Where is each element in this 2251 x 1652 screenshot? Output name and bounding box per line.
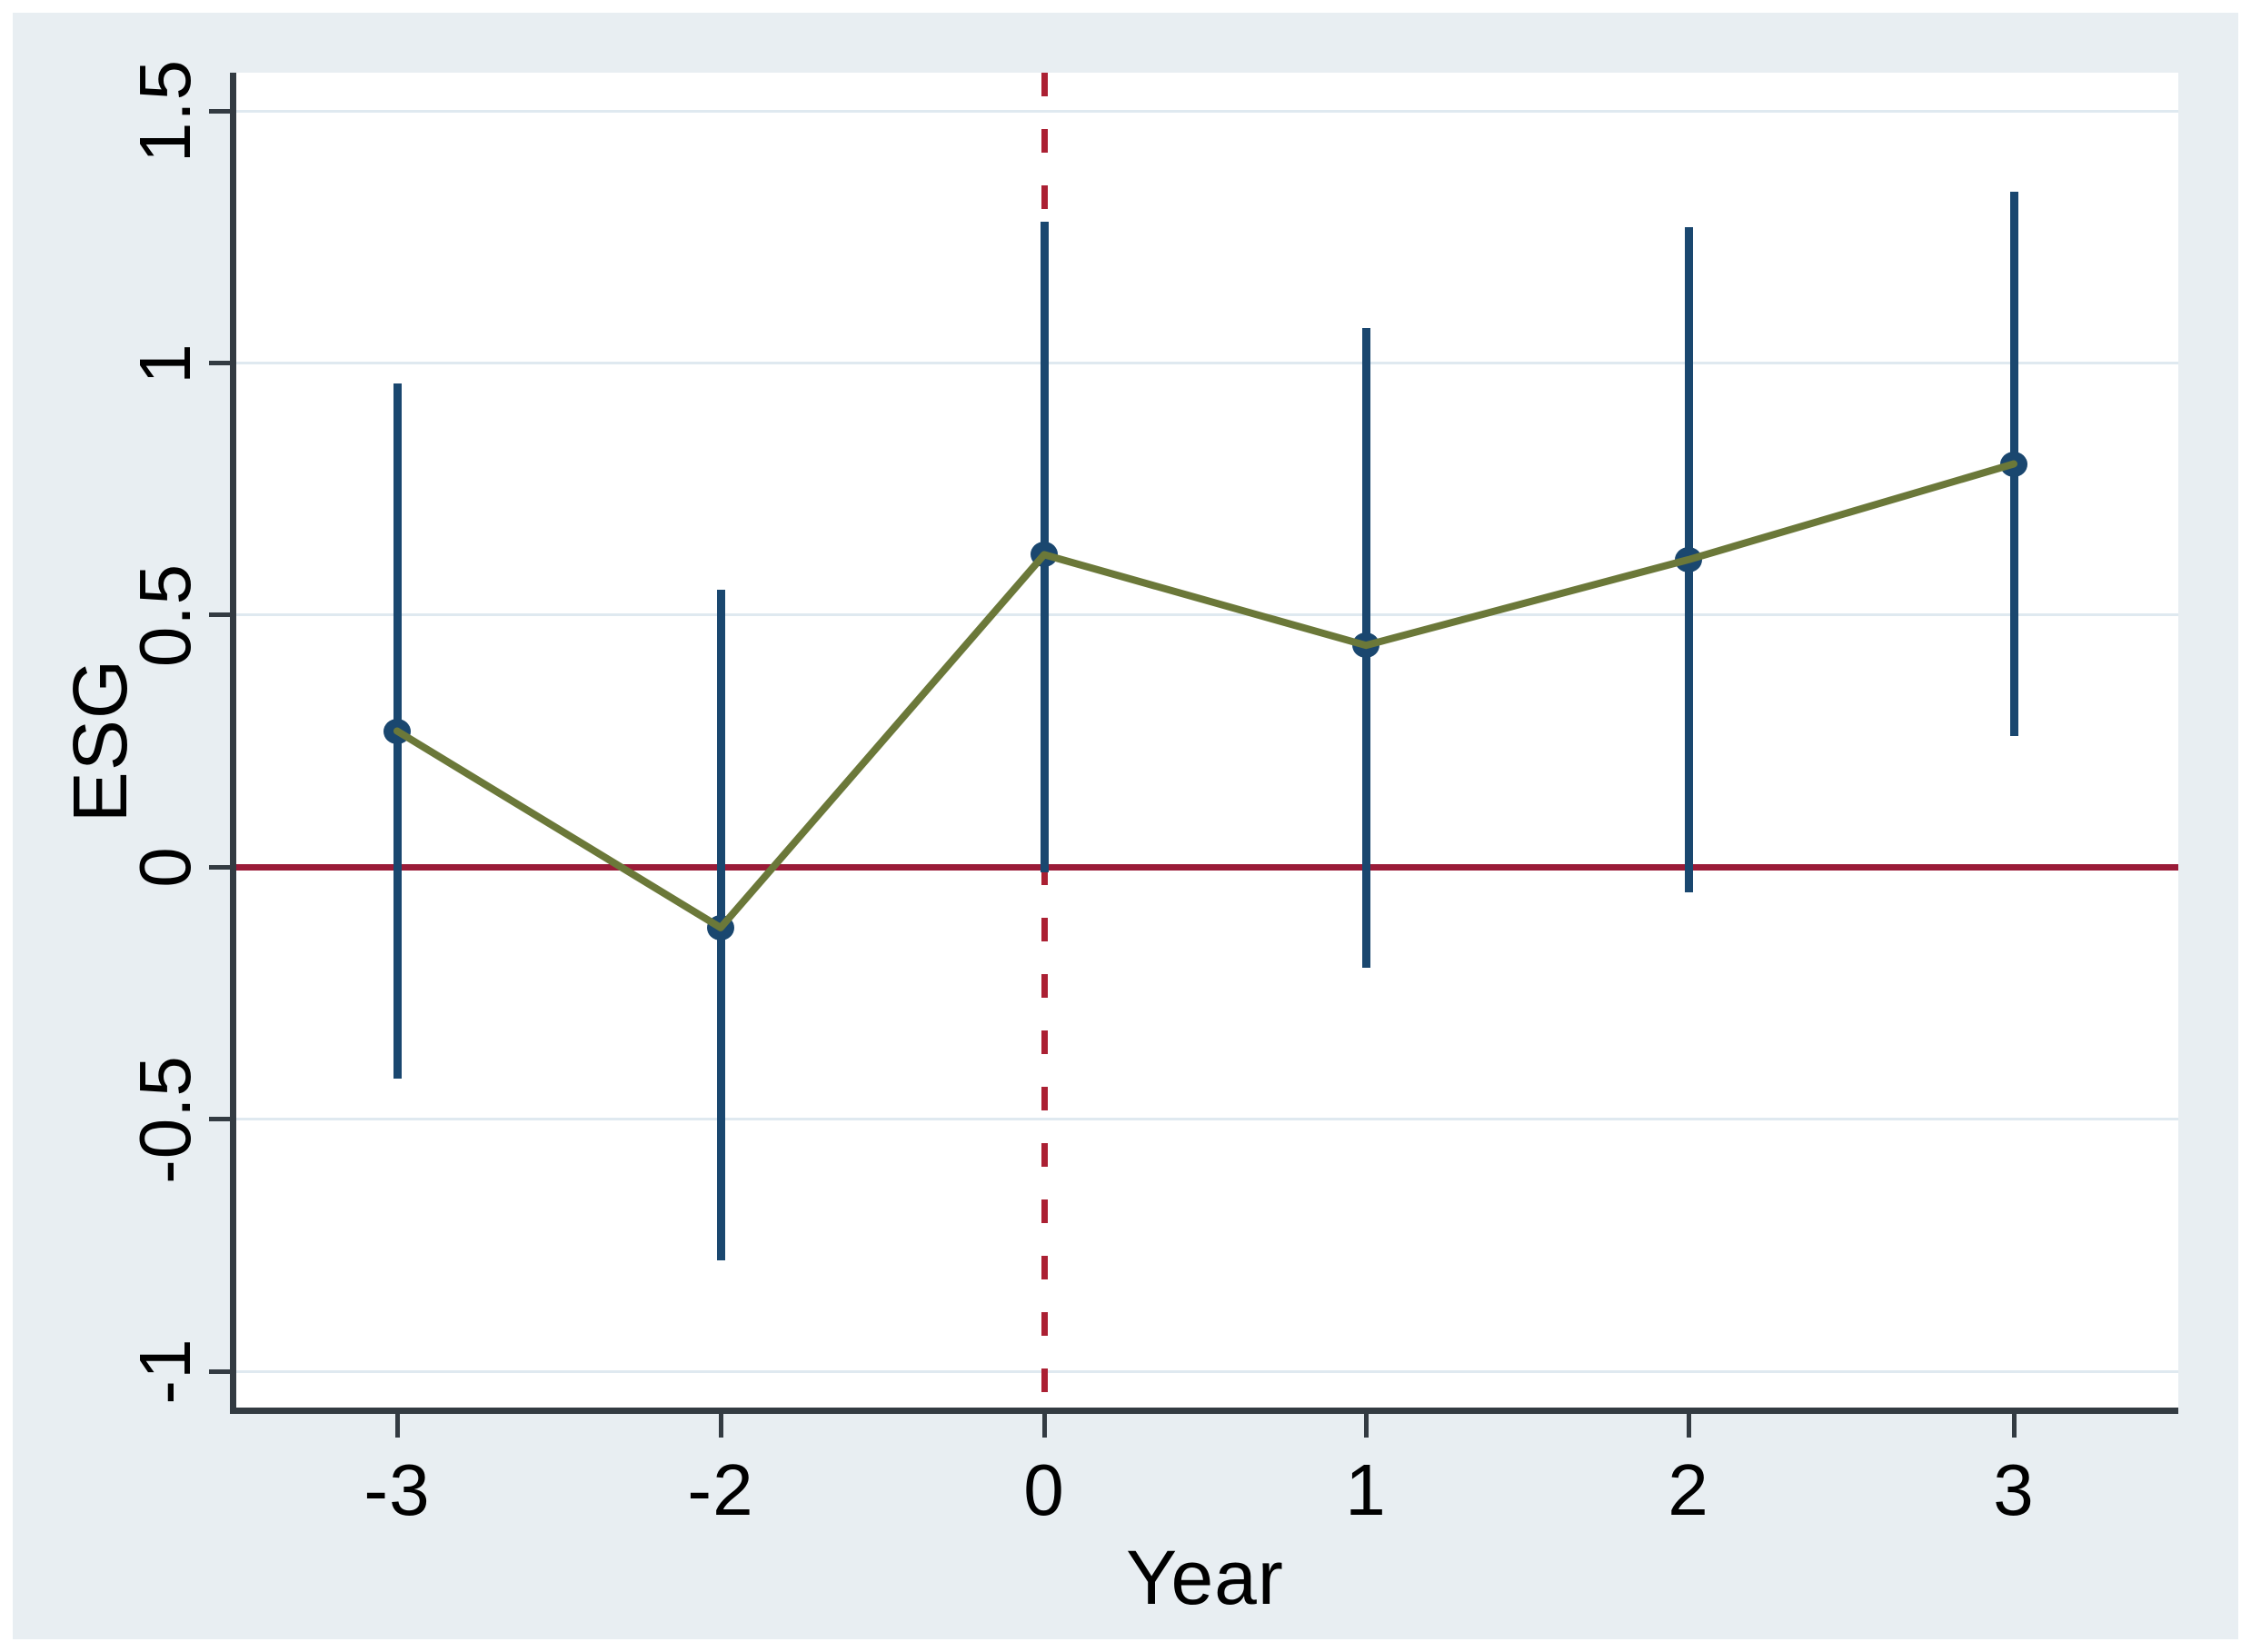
x-axis-tick xyxy=(1041,1414,1047,1438)
y-axis-tick xyxy=(209,612,231,618)
y-axis-title: ESG xyxy=(57,658,143,823)
point-estimate-marker xyxy=(1352,632,1379,659)
y-axis-tick-label: -1 xyxy=(125,1338,205,1405)
x-axis-tick xyxy=(394,1414,400,1438)
x-axis-tick-label: 2 xyxy=(1668,1449,1709,1530)
x-axis-tick-label: -2 xyxy=(687,1449,754,1530)
x-axis-title: Year xyxy=(1126,1535,1284,1620)
y-axis-tick xyxy=(209,864,231,870)
h-gridline xyxy=(236,1118,2178,1121)
x-axis-line xyxy=(230,1408,2178,1414)
y-axis-tick xyxy=(209,361,231,366)
y-axis-tick xyxy=(209,108,231,114)
y-axis-tick xyxy=(209,1368,231,1374)
h-gridline xyxy=(236,109,2178,113)
x-axis-tick xyxy=(718,1414,723,1438)
y-axis-tick xyxy=(209,1117,231,1122)
x-axis-tick-label: 0 xyxy=(1023,1449,1065,1530)
y-axis-tick-label: 1.5 xyxy=(125,59,205,164)
x-axis-tick-label: 3 xyxy=(1993,1449,2035,1530)
x-axis-tick xyxy=(2011,1414,2017,1438)
y-axis-line xyxy=(230,73,236,1414)
y-axis-tick-label: 1 xyxy=(125,342,205,384)
x-axis-tick-label: -3 xyxy=(364,1449,431,1530)
point-estimate-marker xyxy=(383,718,411,744)
y-axis-tick-label: 0 xyxy=(125,846,205,889)
plot-area xyxy=(236,73,2178,1408)
point-estimate-marker xyxy=(707,914,734,940)
y-axis-tick-label: -0.5 xyxy=(125,1054,205,1184)
zero-reference-line xyxy=(236,863,2178,871)
point-estimate-marker xyxy=(1675,546,1702,572)
h-gridline xyxy=(236,613,2178,617)
point-estimate-marker xyxy=(2000,451,2027,477)
x-axis-tick xyxy=(1686,1414,1691,1438)
x-axis-tick xyxy=(1363,1414,1369,1438)
h-gridline xyxy=(236,362,2178,365)
h-gridline xyxy=(236,1369,2178,1373)
x-axis-tick-label: 1 xyxy=(1345,1449,1387,1530)
y-axis-tick-label: 0.5 xyxy=(125,562,205,667)
